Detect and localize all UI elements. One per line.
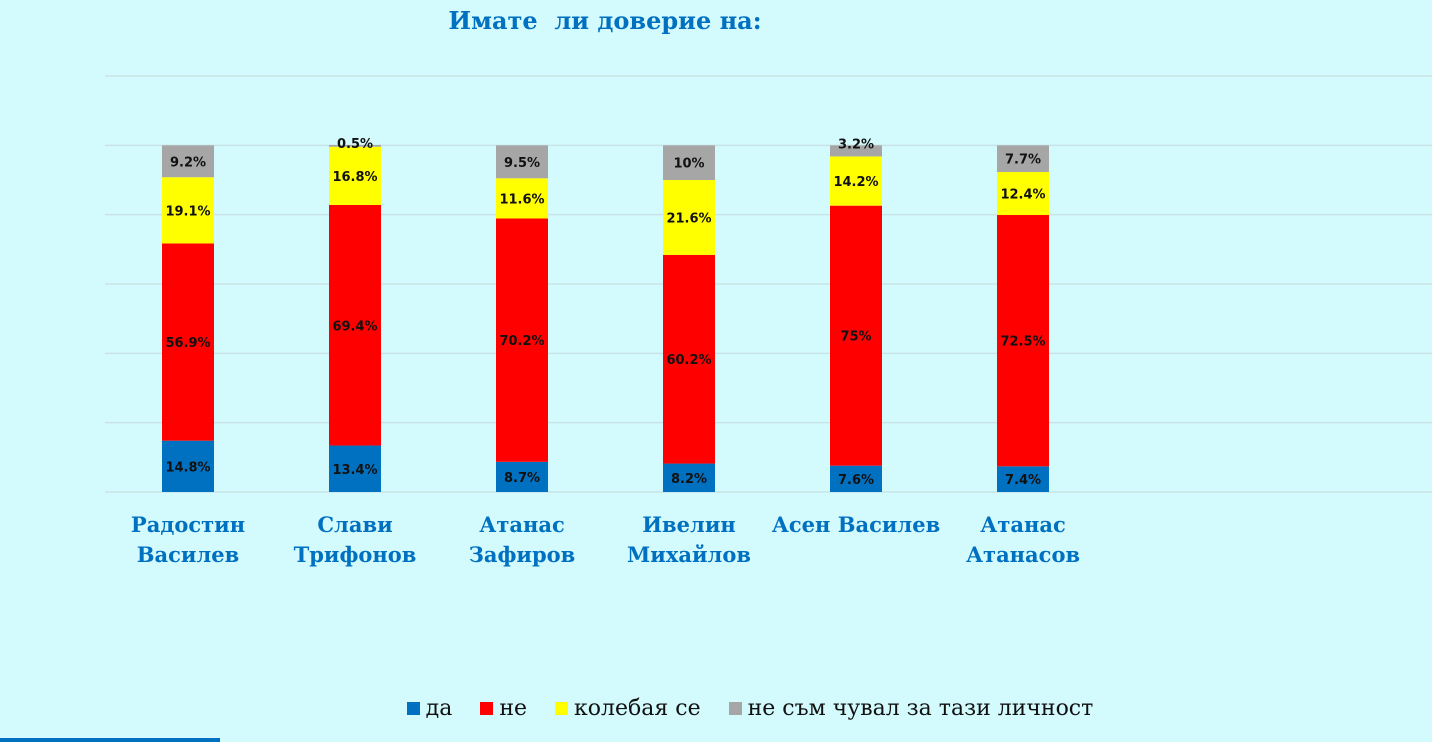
bar-segment — [830, 205, 882, 466]
data-label: 8.7% — [504, 471, 540, 486]
bar-segment — [496, 178, 548, 219]
category-label: Атанас — [980, 512, 1066, 537]
category-label: Атанасов — [966, 542, 1080, 567]
category-label: Атанас — [479, 512, 565, 537]
data-label: 13.4% — [332, 463, 377, 478]
data-label: 3.2% — [838, 137, 874, 152]
data-label: 16.8% — [332, 170, 377, 185]
bar-segment — [997, 172, 1049, 216]
data-label: 8.2% — [671, 472, 707, 487]
bar-segment — [162, 243, 214, 441]
legend-label: не — [499, 696, 528, 721]
bar-segment — [997, 215, 1049, 467]
data-label: 72.5% — [1000, 335, 1045, 350]
bar-segment — [496, 218, 548, 462]
bar-segment — [830, 156, 882, 206]
data-label: 11.6% — [499, 192, 544, 207]
data-label: 14.2% — [833, 175, 878, 190]
gridlines — [105, 75, 1432, 493]
category-label: Асен Василев — [772, 512, 940, 537]
legend-label: не съм чувал за тази личност — [747, 696, 1094, 721]
bar-segment — [162, 177, 214, 244]
bottom-strip — [0, 738, 220, 742]
bar-segment — [162, 145, 214, 178]
category-label: Михайлов — [627, 542, 751, 567]
legend-item: да — [406, 696, 453, 721]
legend-item: колебая се — [555, 696, 701, 721]
data-label: 7.6% — [838, 473, 874, 488]
legend-label: колебая се — [574, 696, 701, 721]
data-label: 10% — [673, 157, 704, 172]
category-label: Василев — [137, 542, 239, 567]
data-label: 9.5% — [504, 156, 540, 171]
bar-segment — [663, 145, 715, 180]
bar-segment — [997, 145, 1049, 173]
legend-label: да — [425, 696, 453, 721]
legend-swatch — [728, 702, 742, 715]
bar-segment — [663, 180, 715, 255]
data-label: 0.5% — [337, 137, 373, 152]
data-label: 12.4% — [1000, 188, 1045, 203]
data-label: 19.1% — [165, 204, 210, 219]
bar-segment — [329, 204, 381, 446]
bar-segment — [663, 463, 715, 492]
data-label: 56.9% — [165, 336, 210, 351]
category-label: Слави — [317, 512, 392, 537]
bar-segment — [496, 461, 548, 492]
data-labels: 14.8% 56.9% 19.1% 9.2% 13.4% 69.4% 16.8% 0.5% 8.… — [165, 137, 1045, 488]
bar-segment — [162, 440, 214, 492]
category-label: Ивелин — [642, 512, 736, 537]
bars — [162, 144, 1049, 492]
legend: да не колебая се не съм чувал за тази лично… — [0, 696, 1432, 721]
bar-segment — [329, 146, 381, 205]
chart-title: Имате ли доверие на: — [448, 6, 762, 35]
bar-segment — [496, 145, 548, 179]
bar-segment — [663, 254, 715, 464]
category-label: Зафиров — [469, 542, 576, 567]
data-label: 7.4% — [1005, 473, 1041, 488]
data-label: 60.2% — [666, 353, 711, 368]
data-label: 69.4% — [332, 319, 377, 334]
category-label: Трифонов — [294, 542, 417, 567]
legend-item: не — [480, 696, 527, 721]
legend-swatch — [406, 702, 420, 715]
legend-swatch — [480, 702, 494, 715]
data-label: 14.8% — [165, 460, 210, 475]
bar-segment — [997, 466, 1049, 492]
bar-segment — [830, 465, 882, 492]
data-label: 75% — [840, 330, 871, 345]
data-label: 70.2% — [499, 334, 544, 349]
category-labels: Радостин Василев Слави Трифонов Атанас Зафиро… — [131, 512, 1080, 567]
bar-segment — [830, 145, 882, 157]
data-label: 9.2% — [170, 155, 206, 170]
category-label: Радостин — [131, 512, 245, 537]
legend-swatch — [555, 702, 569, 715]
bar-segment — [329, 144, 381, 147]
legend-item: не съм чувал за тази личност — [728, 696, 1094, 721]
data-label: 21.6% — [666, 211, 711, 226]
data-label: 7.7% — [1005, 153, 1041, 168]
bar-segment — [329, 445, 381, 492]
